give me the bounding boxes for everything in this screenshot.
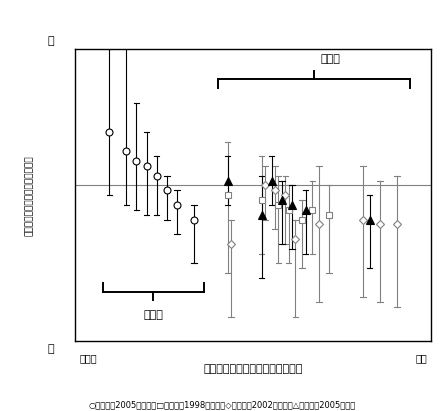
Text: 母樹に届いた花粉総量（相対値）: 母樹に届いた花粉総量（相対値） (203, 365, 303, 374)
Text: 天然林: 天然林 (321, 54, 341, 64)
Text: ○：択伐林2005年開花　□：天然林1998年開花　◇：天然林2002年開花　△：天然林2005年開花: ○：択伐林2005年開花 □：天然林1998年開花 ◇：天然林2002年開花 △… (88, 400, 356, 409)
Text: 自らの花粉が排除された度合い＊: 自らの花粉が排除された度合い＊ (25, 155, 34, 236)
Text: 多い: 多い (416, 353, 427, 363)
Text: 少ない: 少ない (79, 353, 97, 363)
Text: 択伐林: 択伐林 (143, 310, 163, 320)
Text: 低: 低 (48, 37, 54, 46)
Text: 高: 高 (48, 344, 54, 354)
